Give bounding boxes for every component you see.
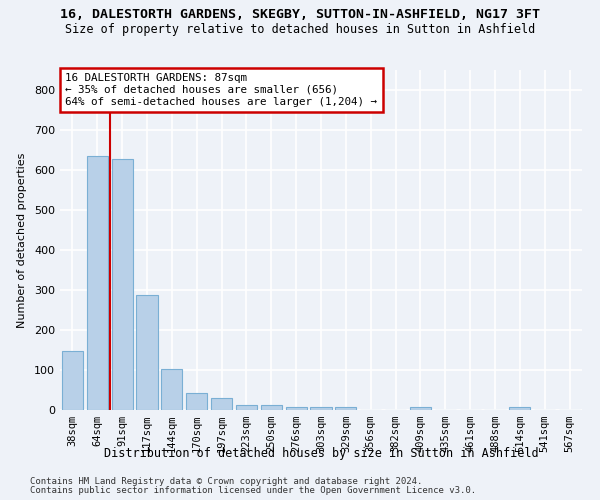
Text: Distribution of detached houses by size in Sutton in Ashfield: Distribution of detached houses by size …	[104, 448, 538, 460]
Bar	[136, 295, 158, 410]
Bar	[186, 393, 207, 410]
Bar	[335, 407, 356, 410]
Text: Size of property relative to detached houses in Sutton in Ashfield: Size of property relative to detached ho…	[65, 22, 535, 36]
Text: Contains HM Land Registry data © Crown copyright and database right 2024.: Contains HM Land Registry data © Crown c…	[30, 478, 422, 486]
Bar	[310, 407, 332, 410]
Bar	[286, 407, 307, 410]
Bar	[112, 159, 133, 410]
Y-axis label: Number of detached properties: Number of detached properties	[17, 152, 27, 328]
Text: 16, DALESTORTH GARDENS, SKEGBY, SUTTON-IN-ASHFIELD, NG17 3FT: 16, DALESTORTH GARDENS, SKEGBY, SUTTON-I…	[60, 8, 540, 20]
Bar	[161, 369, 182, 410]
Bar	[509, 407, 530, 410]
Bar	[236, 405, 257, 410]
Bar	[261, 405, 282, 410]
Text: 16 DALESTORTH GARDENS: 87sqm
← 35% of detached houses are smaller (656)
64% of s: 16 DALESTORTH GARDENS: 87sqm ← 35% of de…	[65, 74, 377, 106]
Bar	[410, 407, 431, 410]
Bar	[62, 351, 83, 410]
Bar	[211, 398, 232, 410]
Text: Contains public sector information licensed under the Open Government Licence v3: Contains public sector information licen…	[30, 486, 476, 495]
Bar	[87, 156, 108, 410]
